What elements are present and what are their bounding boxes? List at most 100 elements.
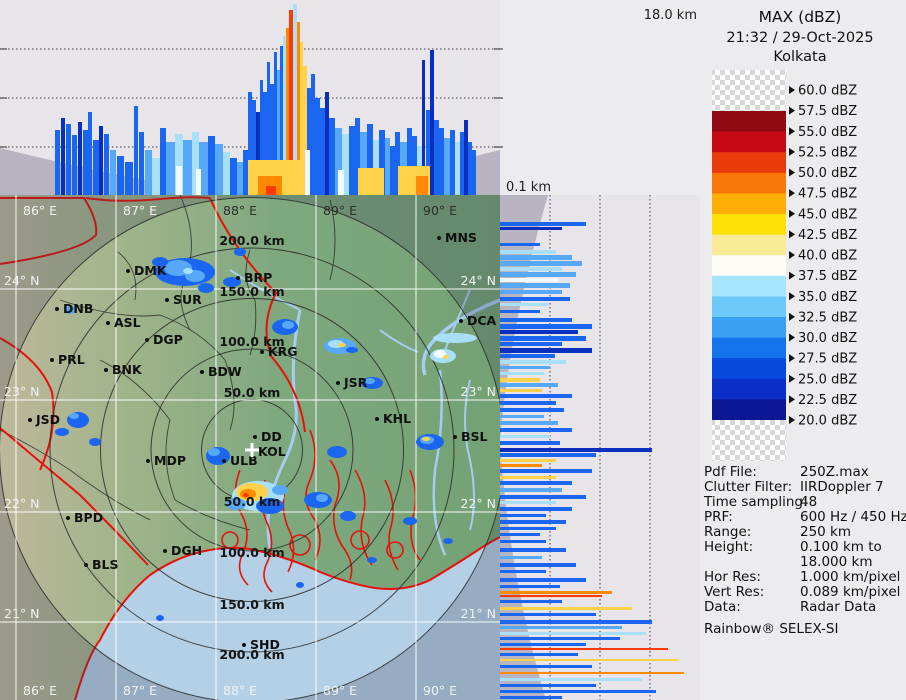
legend-arrow-icon	[789, 251, 795, 259]
legend-swatch	[712, 234, 786, 256]
echo-blob	[346, 347, 358, 353]
reflectivity-bar	[88, 112, 92, 195]
range-ring	[100, 298, 404, 602]
reflectivity-bar	[252, 100, 256, 195]
reflectivity-bar	[500, 243, 540, 246]
city-label: JSR	[343, 375, 368, 390]
reflectivity-bar	[500, 453, 596, 457]
echo-blob	[64, 306, 76, 314]
reflectivity-bar	[500, 501, 556, 504]
latitude-label-left: 22° N	[4, 496, 39, 511]
reflectivity-bar	[500, 278, 558, 282]
legend-arrow-icon	[789, 292, 795, 301]
city-label: KRG	[268, 344, 298, 359]
city-marker	[165, 298, 169, 302]
reflectivity-bar	[500, 632, 646, 635]
legend-swatch	[712, 317, 786, 339]
reflectivity-bar	[83, 130, 88, 195]
legend-swatch	[712, 275, 786, 297]
city-marker	[66, 516, 70, 520]
legend-swatch	[712, 399, 786, 421]
reflectivity-bar	[117, 156, 124, 195]
metadata-label: Height:	[704, 539, 753, 555]
echo-blob	[256, 498, 284, 514]
reflectivity-bar	[464, 120, 468, 195]
reflectivity-bar	[500, 348, 592, 353]
legend-scale-label: 50.0 dBZ	[798, 166, 857, 181]
reflectivity-bar	[300, 42, 303, 195]
legend-swatch-checker	[712, 70, 786, 111]
legend-arrow-icon	[789, 333, 795, 342]
legend-scale-label: 47.5 dBZ	[798, 187, 857, 202]
reflectivity-bar	[277, 70, 280, 195]
longitude-label-top: 88° E	[223, 203, 257, 218]
reflectivity-bar	[125, 162, 133, 195]
reflectivity-bar	[500, 310, 540, 313]
product-metadata: Pdf File: 250Z.max Clutter Filter: IIRDoppl…	[703, 464, 906, 615]
reflectivity-bar	[192, 132, 199, 195]
legend-arrow-icon	[789, 147, 795, 156]
reflectivity-bar	[412, 136, 417, 195]
reflectivity-bar	[500, 408, 564, 412]
city-marker	[242, 643, 246, 647]
reflectivity-bar	[426, 110, 430, 195]
reflectivity-bar	[208, 136, 215, 195]
legend-scale-label: 35.0 dBZ	[798, 290, 857, 305]
reflectivity-bar	[500, 678, 642, 681]
longitude-label-bottom: 87° E	[123, 683, 157, 698]
legend-arrow-icon	[789, 271, 795, 280]
reflectivity-bar	[500, 672, 684, 674]
metadata-label: Data:	[704, 599, 741, 615]
city-marker	[126, 269, 130, 273]
reflectivity-bar	[104, 134, 109, 195]
echo-blob	[403, 517, 417, 525]
metadata-value: 0.089 km/pixel	[800, 584, 900, 600]
min-height-label: 0.1 km	[506, 180, 551, 195]
legend-arrow-icon	[789, 416, 795, 424]
reflectivity-bar	[500, 620, 652, 624]
reflectivity-bar	[500, 520, 566, 524]
city-label: DD	[261, 429, 282, 444]
legend-swatch	[712, 296, 786, 318]
legend-scale-label: 20.0 dBZ	[798, 414, 857, 429]
city-marker	[459, 319, 463, 323]
echo-blob	[223, 277, 241, 287]
reflectivity-bar	[500, 336, 586, 341]
reflectivity-bar	[360, 132, 367, 195]
metadata-value: 600 Hz / 450 Hz	[800, 509, 906, 525]
reflectivity-bar	[430, 50, 434, 195]
reflectivity-bar	[267, 62, 270, 195]
radar-site-cross-icon	[250, 443, 254, 457]
reflectivity-bar	[320, 108, 325, 195]
legend-arrow-icon	[789, 86, 795, 94]
legend-scale-label: 60.0 dBZ	[798, 84, 857, 99]
reflectivity-bar	[500, 267, 562, 271]
legend-swatch	[712, 214, 786, 236]
echo-blob	[243, 493, 249, 497]
longitude-label-top: 90° E	[423, 203, 457, 218]
city-marker	[260, 350, 264, 354]
reflectivity-bar	[500, 684, 596, 687]
reflectivity-bar	[500, 556, 542, 559]
reflectivity-bar	[500, 250, 556, 254]
metadata-value: Radar Data	[800, 599, 876, 615]
latitude-label-right: 21° N	[461, 606, 496, 621]
reflectivity-bar	[500, 637, 620, 640]
reflectivity-bar	[61, 118, 65, 195]
reflectivity-bar	[110, 150, 116, 195]
reflectivity-bar	[183, 140, 192, 195]
echo-blob	[433, 333, 477, 343]
reflectivity-bar	[307, 88, 311, 195]
echo-blob	[443, 538, 453, 544]
reflectivity-bar	[500, 366, 550, 369]
city-label: BLS	[92, 557, 119, 572]
legend-swatch	[712, 337, 786, 359]
metadata-label: Clutter Filter:	[704, 479, 792, 495]
top-panel-bars	[55, 4, 476, 195]
reflectivity-bar	[199, 142, 208, 195]
longitude-label-bottom: 86° E	[23, 683, 57, 698]
reflectivity-bar	[385, 138, 390, 195]
echo-blob	[422, 437, 430, 441]
reflectivity-bar	[500, 464, 542, 467]
reflectivity-bar	[55, 130, 60, 195]
